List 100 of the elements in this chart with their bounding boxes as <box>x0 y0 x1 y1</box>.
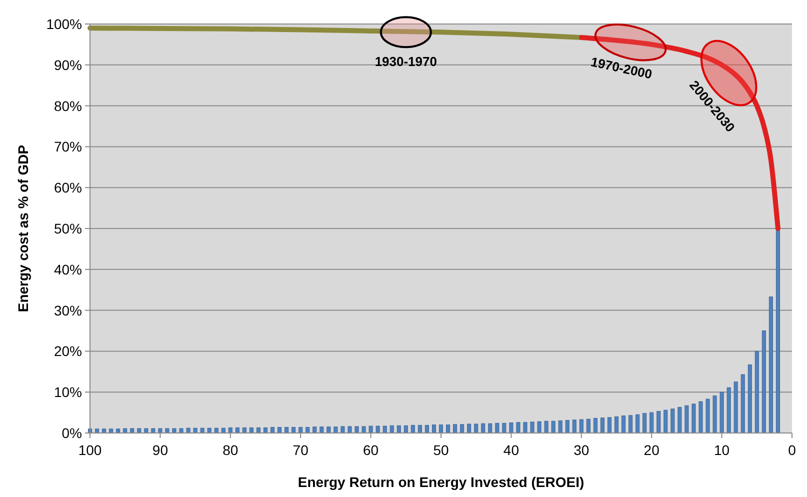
bar <box>628 415 633 434</box>
bar <box>600 418 604 434</box>
bar <box>438 424 444 434</box>
bar <box>579 419 584 434</box>
bar <box>692 404 696 434</box>
y-tick-label: 70% <box>54 138 82 155</box>
y-tick-label: 60% <box>54 180 82 196</box>
y-tick-label: 0% <box>62 425 82 441</box>
bar <box>726 387 731 434</box>
bar <box>495 422 500 434</box>
bar <box>614 416 619 434</box>
bar <box>509 422 514 434</box>
bar <box>565 420 570 434</box>
bar <box>446 424 450 434</box>
x-axis-title: Energy Return on Energy Invested (EROEI) <box>298 474 584 490</box>
y-tick-label: 30% <box>54 302 82 318</box>
bar <box>200 428 204 434</box>
y-tick-label: 20% <box>54 343 82 360</box>
bar <box>530 422 534 434</box>
bar <box>502 422 506 434</box>
bar <box>326 426 331 434</box>
bar <box>678 406 682 434</box>
x-tick-label: 70 <box>292 442 309 458</box>
bar <box>698 401 703 434</box>
bar <box>593 418 598 434</box>
bar <box>362 426 366 434</box>
bar <box>642 413 647 434</box>
bar <box>172 428 176 434</box>
bar <box>537 421 542 434</box>
bar <box>762 330 766 434</box>
x-tick-label: 50 <box>433 442 449 458</box>
bar <box>340 426 345 434</box>
y-tick-label: 80% <box>54 98 82 114</box>
bar <box>137 428 142 434</box>
bar <box>312 426 317 434</box>
x-tick-label: 100 <box>78 442 102 458</box>
y-tick-label: 50% <box>54 220 82 236</box>
bar <box>734 382 738 434</box>
y-axis-title: Energy cost as % of GDP <box>15 144 31 312</box>
bar <box>404 425 408 434</box>
bar <box>622 416 626 434</box>
bar <box>390 425 394 434</box>
bar <box>768 296 773 434</box>
bar <box>376 426 380 434</box>
bar <box>424 424 429 434</box>
bar <box>165 428 170 434</box>
y-tick-label: 90% <box>54 56 82 73</box>
x-tick-label: 40 <box>503 442 520 458</box>
bar <box>432 424 436 434</box>
bar <box>684 405 689 434</box>
bar <box>123 428 128 434</box>
bar <box>712 396 717 434</box>
bar <box>650 412 654 434</box>
x-tick-label: 90 <box>152 442 168 458</box>
bar <box>193 428 198 434</box>
bar <box>636 414 640 434</box>
bar <box>320 426 324 434</box>
bar <box>354 426 359 434</box>
bar <box>418 424 422 434</box>
bar <box>670 408 675 434</box>
bar <box>558 420 562 434</box>
y-tick-label: 40% <box>54 261 82 278</box>
x-tick-label: 30 <box>574 442 590 458</box>
bar <box>396 425 401 434</box>
bar <box>572 420 576 434</box>
bar <box>348 426 352 434</box>
bar <box>130 428 134 434</box>
x-tick-label: 80 <box>222 442 238 458</box>
bar <box>460 424 464 434</box>
bar <box>740 374 745 434</box>
annotation: 1970-2000 <box>590 54 654 82</box>
bar <box>410 424 415 434</box>
bar <box>523 422 528 434</box>
bar <box>481 423 486 434</box>
bar <box>776 228 780 434</box>
bar <box>474 424 478 434</box>
bar <box>467 424 472 434</box>
bar <box>144 428 148 434</box>
y-tick-label: 10% <box>54 384 82 400</box>
bar <box>748 364 752 434</box>
x-tick-label: 60 <box>363 442 379 458</box>
bar <box>607 417 612 434</box>
bar <box>516 422 520 434</box>
bar <box>334 426 338 434</box>
bar <box>488 423 492 434</box>
bar <box>179 428 184 434</box>
bar <box>656 411 661 434</box>
bar <box>586 418 590 434</box>
bar <box>151 428 156 434</box>
x-tick-label: 0 <box>788 442 796 458</box>
bar <box>453 424 458 434</box>
bar <box>706 398 710 434</box>
bar <box>720 392 724 434</box>
y-tick-label: 100% <box>46 16 82 32</box>
x-tick-label: 20 <box>644 442 660 458</box>
x-tick-label: 10 <box>714 442 730 458</box>
bar <box>544 420 548 434</box>
bar <box>754 350 759 434</box>
annotation: 1930-1970 <box>374 54 437 70</box>
bar <box>368 426 373 434</box>
